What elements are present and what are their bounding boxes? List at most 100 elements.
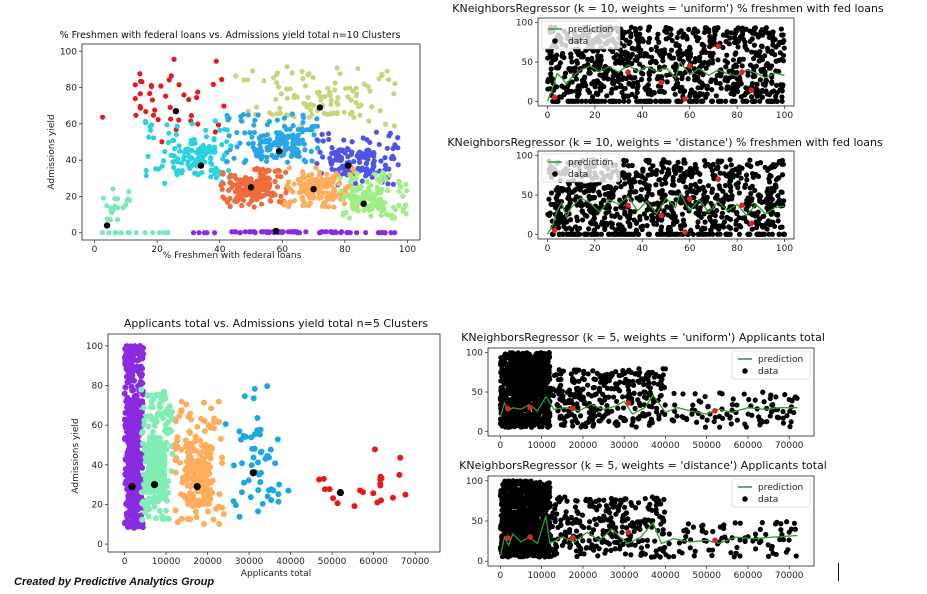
data-point [257,469,264,476]
data-point [761,231,768,237]
data-point [378,158,384,164]
data-point [658,224,665,230]
data-point [735,184,741,191]
data-point [261,139,268,145]
x-tick-label: 40 [214,245,226,255]
data-point [219,76,225,83]
data-point [646,186,652,193]
data-point [325,85,331,91]
data-point [623,63,629,69]
data-point [320,180,326,187]
centroid-point [739,202,745,209]
data-point [296,141,302,147]
data-point [640,223,646,229]
data-point [583,98,589,104]
data-point [287,86,293,92]
data-point [659,188,665,194]
data-point [160,158,167,164]
data-point [316,476,323,483]
data-point [228,143,234,149]
data-point [118,230,124,236]
data-point [779,94,785,100]
data-point [159,453,166,460]
data-point [548,190,555,196]
data-point [216,520,223,527]
data-point [579,98,585,104]
data-point [127,416,134,423]
data-point [397,454,404,461]
data-point [736,190,742,196]
data-point [174,123,180,129]
data-point [233,229,239,235]
data-point [727,178,734,184]
data-point [231,155,237,161]
data-point [367,139,373,146]
data-point [114,196,121,202]
data-point [586,226,592,232]
data-point [137,71,143,77]
data-point [259,500,266,507]
data-point [215,122,222,128]
data-point [295,126,301,133]
data-point [274,184,281,190]
data-point [324,171,330,177]
data-point [104,203,110,209]
data-point [248,198,255,204]
data-point [390,145,396,152]
data-point [238,460,245,467]
data-point [246,141,252,147]
data-point [338,188,344,194]
data-point [691,195,697,201]
data-point [182,437,189,444]
data-point [326,204,332,210]
data-point [183,146,189,153]
data-point [392,230,398,236]
data-point [145,423,152,430]
data-point [129,349,136,356]
chart-knn-uniform-applicants-svg: KNeighborsRegressor (k = 5, weights = 'u… [461,331,825,451]
data-point [152,515,159,522]
data-point [322,199,328,205]
data-point [320,475,327,482]
data-point [170,137,176,144]
data-point [245,112,251,118]
data-point [776,160,782,166]
data-point [259,201,265,207]
centroid-point [748,220,755,227]
data-point [129,504,136,511]
data-point [647,60,654,66]
data-point [733,50,739,56]
data-point [124,198,130,204]
data-point [236,513,243,520]
data-point [327,179,333,185]
data-point [776,197,782,203]
data-point [594,91,601,98]
data-point [631,217,637,223]
data-point [134,513,141,520]
data-point [317,93,323,99]
data-point [781,198,787,204]
data-point [764,45,771,51]
data-point [569,59,575,65]
chart-title: Applicants total vs. Admissions yield to… [124,317,429,330]
data-point [261,78,267,84]
data-point [385,187,391,194]
data-point [395,145,401,151]
data-point [591,227,597,233]
data-point [217,435,224,442]
data-point [274,70,280,76]
data-point [365,84,371,90]
data-point [774,82,780,88]
data-point [275,167,281,173]
data-point [146,134,152,140]
data-point [373,129,379,135]
data-point [662,176,668,182]
data-point [162,180,168,186]
data-point [203,134,210,140]
data-point [676,56,683,62]
data-point [727,216,734,223]
data-point [351,503,358,510]
data-point [690,231,696,237]
data-point [210,167,216,174]
data-point [230,498,237,505]
